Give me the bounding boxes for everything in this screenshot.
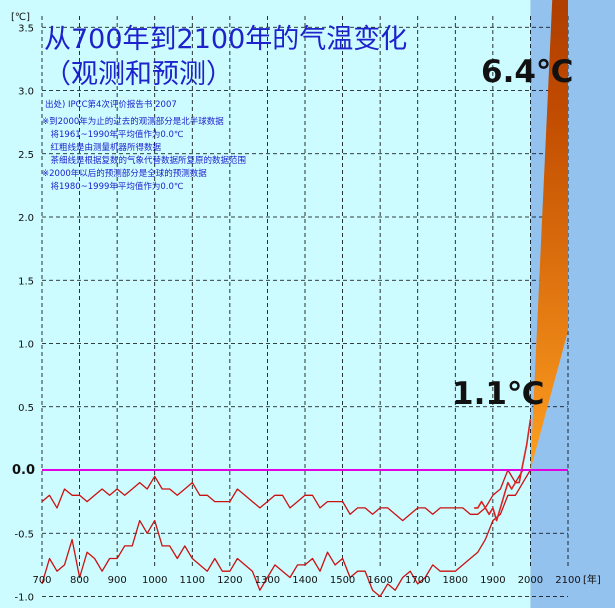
x-tick-label-14: 2100: [555, 575, 580, 586]
x-tick-label-1: 800: [70, 575, 89, 586]
upper-estimate-label: 6.4℃: [481, 54, 573, 90]
forecast-fan: [530, 0, 568, 470]
x-tick-label-6: 1300: [255, 575, 280, 586]
source-note: 出处) IPCC第4次评价报告书 2007: [45, 99, 177, 110]
x-tick-label-12: 1900: [480, 575, 505, 586]
x-tick-label-5: 1200: [217, 575, 242, 586]
y-tick-label-6: 3.5: [18, 23, 34, 34]
lower-estimate-label: 1.1℃: [452, 376, 544, 412]
y-axis-unit: [℃]: [11, 12, 30, 23]
y-tick-label-12: 0.5: [18, 403, 34, 414]
note-line-5: 茶细线是根据复数的气象代替数据所复原的数据范围: [42, 155, 246, 166]
y-tick-label-11: 1.0: [18, 340, 34, 351]
series-line-1: [41, 469, 531, 598]
series-lines: [41, 419, 532, 598]
y-axis-ticks: 6.56.05.55.04.54.03.53.02.52.01.51.00.5-…: [14, 23, 34, 604]
y-tick-label-10: 1.5: [18, 276, 34, 287]
x-tick-label-2: 900: [108, 575, 127, 586]
note-line-2: ※到2000年为止的过去的观测部分是北半球数据: [42, 116, 224, 127]
x-tick-label-9: 1600: [367, 575, 392, 586]
note-line-4: 红粗线是由测量机器所得数据: [42, 142, 162, 153]
chart-title-line-1: 从700年到2100年的气温变化: [44, 24, 407, 55]
x-axis-ticks: 700 800 900 1000 1100 1200 1300 1400 1500 1600 170…: [32, 575, 580, 586]
series-line-0: [41, 469, 531, 522]
x-tick-label-10: 1700: [405, 575, 430, 586]
x-axis-unit: [年]: [583, 573, 601, 586]
x-tick-label-13: 2000: [518, 575, 543, 586]
zero-label: 0.0: [12, 463, 35, 478]
x-tick-label-7: 1400: [292, 575, 317, 586]
x-tick-label-11: 1800: [443, 575, 468, 586]
y-tick-label-7: 3.0: [18, 87, 34, 98]
x-tick-label-8: 1500: [330, 575, 355, 586]
note-line-6: ※2000年以后的预测部分是全球的预测数据: [42, 168, 207, 179]
series-line-2: [474, 419, 532, 522]
forecast-range: [530, 0, 568, 470]
note-line-3: 将1961~1990年平均值作为0.0℃: [42, 129, 184, 140]
x-tick-label-0: 700: [32, 575, 51, 586]
x-tick-label-3: 1000: [142, 575, 167, 586]
chart-title-line-2: （观测和预测）: [44, 59, 233, 90]
y-tick-label-8: 2.5: [18, 150, 34, 161]
note-line-7: 将1980~1999年平均值作为0.0℃: [42, 181, 184, 192]
y-tick-label-9: 2.0: [18, 213, 34, 224]
x-tick-label-4: 1100: [180, 575, 205, 586]
y-tick-label-14: -0.5: [14, 529, 34, 540]
y-tick-label-15: -1.0: [14, 593, 34, 604]
